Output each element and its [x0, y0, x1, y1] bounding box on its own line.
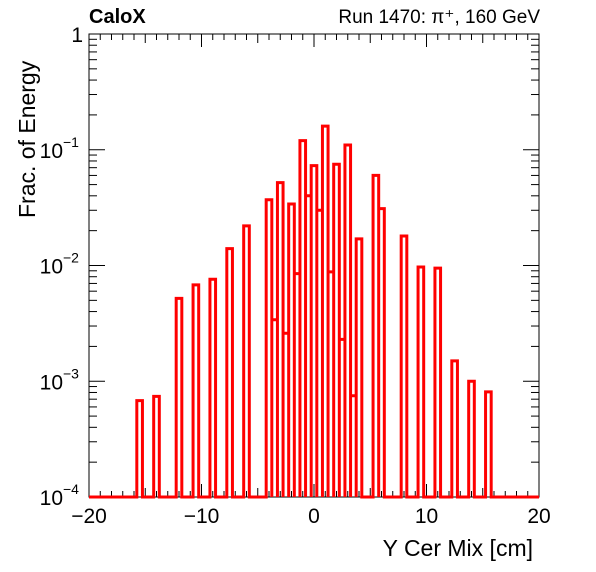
histogram-bin [289, 204, 295, 497]
histogram-bin [272, 320, 278, 497]
x-tick-label: 0 [308, 505, 320, 528]
histogram-bin [351, 396, 357, 497]
histogram-bin [210, 279, 216, 497]
histogram-bin [345, 145, 351, 497]
y-tick-label-exponent: −2 [63, 250, 79, 266]
y-tick-label-exponent: −1 [63, 134, 79, 150]
histogram-bin [277, 183, 283, 497]
y-tick-label-exponent: −4 [63, 481, 79, 497]
chart-title-right: Run 1470: π⁺, 160 GeV [338, 7, 540, 28]
histogram-bin [154, 396, 160, 497]
histogram-line [89, 124, 539, 499]
histogram-bin [176, 298, 182, 497]
histogram-bin [300, 141, 306, 497]
x-axis-label: Y Cer Mix [cm] [382, 535, 533, 561]
y-tick-label-base: 1 [71, 24, 83, 47]
histogram-bin [283, 333, 289, 497]
histogram-bin [294, 274, 300, 497]
y-tick-label-base: 10 [40, 371, 63, 394]
x-tick-label: −20 [71, 505, 107, 528]
x-tick-label: −10 [184, 505, 220, 528]
histogram-bin [328, 272, 334, 497]
y-tick-label-base: 10 [40, 256, 63, 279]
histogram-bin [306, 196, 312, 497]
y-tick-label-base: 10 [40, 140, 63, 163]
histogram-bin [401, 236, 407, 497]
histogram-bin [244, 226, 250, 497]
histogram-bin [193, 285, 199, 497]
histogram-bin [356, 239, 362, 497]
x-tick-label: 10 [415, 505, 438, 528]
y-tick-label-exponent: −3 [63, 365, 79, 381]
histogram-bin [334, 164, 340, 497]
histogram-bin [339, 339, 345, 497]
histogram-bin [418, 267, 424, 497]
histogram-bin [469, 381, 475, 497]
chart-title-left: CaloX [89, 6, 146, 28]
histogram-bin [311, 166, 317, 497]
histogram-bin [322, 126, 328, 497]
histogram-bin [379, 209, 385, 497]
y-tick-label-base: 10 [40, 487, 63, 510]
histogram-bin [317, 210, 323, 497]
histogram-bin [435, 268, 441, 497]
histogram-bin [137, 401, 143, 497]
histogram-bin [452, 361, 458, 497]
x-tick-label: 20 [527, 505, 550, 528]
histogram-bin [373, 175, 379, 497]
histogram-bin [266, 200, 272, 497]
histogram-bin [486, 392, 492, 497]
histogram-bin [227, 249, 233, 497]
